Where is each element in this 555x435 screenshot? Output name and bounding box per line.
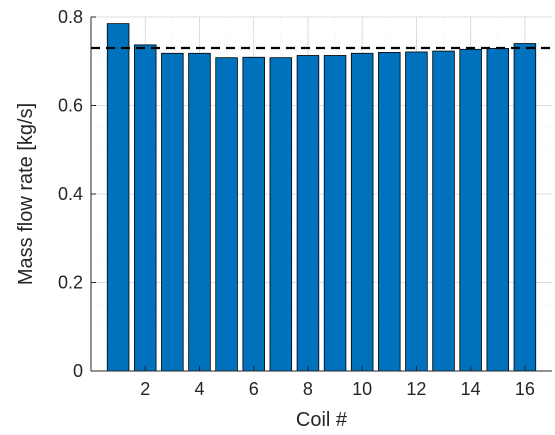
- bars: [106, 23, 537, 372]
- bar-coil-7: [269, 57, 293, 372]
- y-tick-label: 0.2: [58, 273, 83, 293]
- y-tick-label: 0: [73, 361, 83, 381]
- x-tick-label: 4: [194, 379, 204, 399]
- bar-coil-5: [215, 57, 238, 372]
- x-tick-label: 12: [406, 379, 426, 399]
- x-tick-label: 2: [140, 379, 150, 399]
- x-tick-label: 16: [515, 379, 535, 399]
- bar-coil-10: [350, 52, 374, 372]
- x-axis-label: Coil #: [296, 409, 348, 431]
- bar-coil-15: [486, 48, 510, 372]
- x-tick-label: 10: [352, 379, 372, 399]
- y-tick-label: 0.4: [58, 184, 83, 204]
- axes: [90, 16, 552, 372]
- bar-coil-6: [242, 56, 265, 372]
- bar-coil-14: [459, 48, 482, 372]
- bar-coil-4: [188, 52, 211, 372]
- bar-coil-16: [513, 43, 537, 372]
- x-tick-label: 14: [461, 379, 481, 399]
- bar-coil-9: [323, 55, 347, 372]
- bar-coil-12: [405, 51, 428, 372]
- grid: [91, 16, 552, 372]
- bar-coil-2: [133, 44, 157, 372]
- y-tick-label: 0.6: [58, 96, 83, 116]
- y-axis-label: Mass flow rate [kg/s]: [15, 103, 37, 285]
- bar-coil-11: [378, 52, 401, 372]
- y-tick-label: 0.8: [58, 7, 83, 27]
- bar-coil-13: [432, 50, 455, 372]
- bar-coil-8: [296, 55, 320, 372]
- x-tick-label: 8: [303, 379, 313, 399]
- bar-coil-3: [161, 52, 184, 372]
- x-tick-label: 6: [249, 379, 259, 399]
- bar-coil-1: [106, 23, 130, 372]
- tick-labels: 0 0.2 0.4 0.6 0.8 2 4 6 8 10 12 14 16: [58, 7, 535, 399]
